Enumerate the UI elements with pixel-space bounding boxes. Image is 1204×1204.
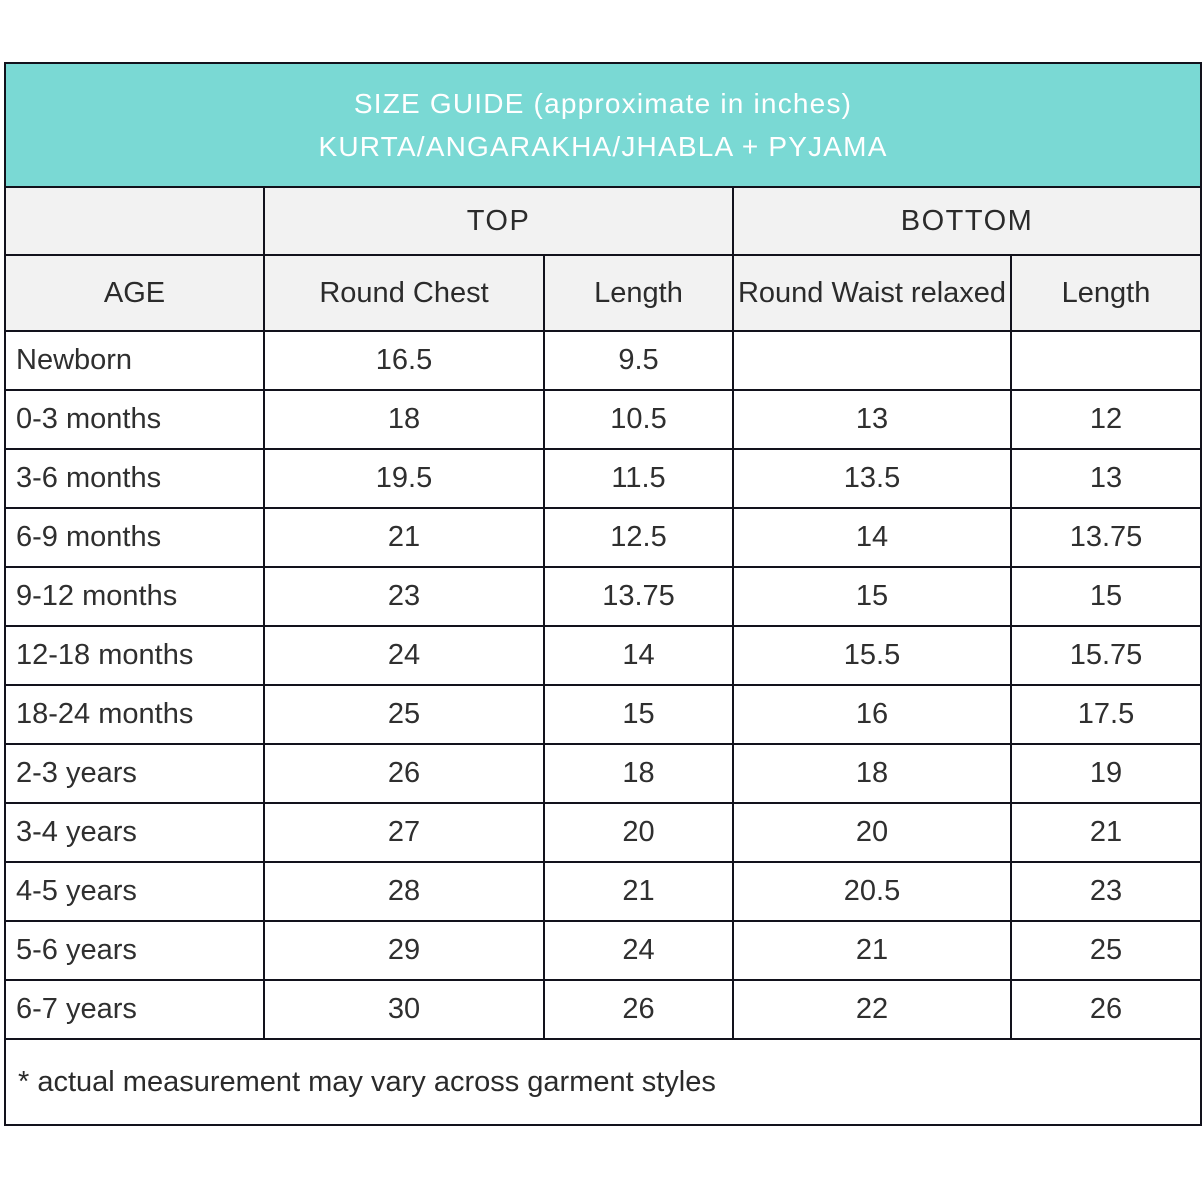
top-round-chest-cell: 25 <box>263 684 545 745</box>
age-cell: 0-3 months <box>4 389 265 450</box>
bottom-round-waist-cell: 18 <box>732 743 1012 804</box>
top-length-cell: 13.75 <box>543 566 734 627</box>
top-length-cell: 26 <box>543 979 734 1040</box>
top-round-chest-cell: 24 <box>263 625 545 686</box>
bottom-length-cell: 13.75 <box>1009 507 1203 568</box>
top-length-cell: 15 <box>543 684 734 745</box>
age-cell: 6-9 months <box>4 507 265 568</box>
bottom-length-cell: 23 <box>1009 861 1203 922</box>
table-row: 9-12 months 23 13.75 15 15 <box>4 566 1203 627</box>
age-cell: 9-12 months <box>4 566 265 627</box>
table-row: 18-24 months 25 15 16 17.5 <box>4 684 1203 745</box>
age-cell: 2-3 years <box>4 743 265 804</box>
top-round-chest-cell: 23 <box>263 566 545 627</box>
top-length-cell: 12.5 <box>543 507 734 568</box>
column-header-top-length: Length <box>543 254 734 332</box>
bottom-round-waist-cell: 21 <box>732 920 1012 981</box>
table-row: 6-7 years 30 26 22 26 <box>4 979 1203 1040</box>
bottom-round-waist-cell: 14 <box>732 507 1012 568</box>
table-row: 0-3 months 18 10.5 13 12 <box>4 389 1203 450</box>
top-round-chest-cell: 18 <box>263 389 545 450</box>
bottom-length-cell: 15 <box>1009 566 1203 627</box>
bottom-length-cell: 19 <box>1009 743 1203 804</box>
age-cell: 6-7 years <box>4 979 265 1040</box>
bottom-length-cell: 12 <box>1009 389 1203 450</box>
table-row: 6-9 months 21 12.5 14 13.75 <box>4 507 1203 568</box>
top-round-chest-cell: 29 <box>263 920 545 981</box>
top-length-cell: 11.5 <box>543 448 734 509</box>
column-header-bottom-length: Length <box>1009 254 1203 332</box>
table-row: 3-4 years 27 20 20 21 <box>4 802 1203 863</box>
column-header-round-waist: Round Waist relaxed <box>732 254 1012 332</box>
top-length-cell: 24 <box>543 920 734 981</box>
bottom-length-cell: 15.75 <box>1009 625 1203 686</box>
top-round-chest-cell: 28 <box>263 861 545 922</box>
title-row: SIZE GUIDE (approximate in inches) KURTA… <box>3 62 1203 188</box>
top-round-chest-cell: 21 <box>263 507 545 568</box>
group-header-top: TOP <box>263 186 734 256</box>
bottom-length-cell: 21 <box>1009 802 1203 863</box>
bottom-round-waist-cell: 20 <box>732 802 1012 863</box>
bottom-round-waist-cell: 20.5 <box>732 861 1012 922</box>
top-length-cell: 10.5 <box>543 389 734 450</box>
age-cell: 12-18 months <box>4 625 265 686</box>
bottom-round-waist-cell <box>732 330 1012 391</box>
top-length-cell: 14 <box>543 625 734 686</box>
age-cell: 3-4 years <box>4 802 265 863</box>
column-header-round-chest: Round Chest <box>263 254 545 332</box>
table-row: Newborn 16.5 9.5 <box>4 330 1203 391</box>
footnote-text: * actual measurement may vary across gar… <box>3 1038 1203 1126</box>
age-cell: 3-6 months <box>4 448 265 509</box>
group-header-empty <box>4 186 265 256</box>
group-header-row: TOP BOTTOM <box>4 186 1203 256</box>
footnote-row: * actual measurement may vary across gar… <box>3 1038 1203 1126</box>
top-round-chest-cell: 30 <box>263 979 545 1040</box>
table-row: 5-6 years 29 24 21 25 <box>4 920 1203 981</box>
table-row: 2-3 years 26 18 18 19 <box>4 743 1203 804</box>
group-header-bottom: BOTTOM <box>731 186 1203 256</box>
table-row: 4-5 years 28 21 20.5 23 <box>4 861 1203 922</box>
bottom-length-cell: 13 <box>1009 448 1203 509</box>
top-length-cell: 20 <box>543 802 734 863</box>
column-header-row: AGE Round Chest Length Round Waist relax… <box>4 254 1203 332</box>
bottom-length-cell: 17.5 <box>1009 684 1203 745</box>
title-line-1: SIZE GUIDE (approximate in inches) <box>353 87 853 119</box>
top-round-chest-cell: 27 <box>263 802 545 863</box>
title-line-2: KURTA/ANGARAKHA/JHABLA + PYJAMA <box>318 131 888 162</box>
table-row: 3-6 months 19.5 11.5 13.5 13 <box>4 448 1203 509</box>
age-cell: 5-6 years <box>4 920 265 981</box>
bottom-length-cell: 26 <box>1009 979 1203 1040</box>
bottom-round-waist-cell: 13.5 <box>732 448 1012 509</box>
top-length-cell: 18 <box>543 743 734 804</box>
bottom-round-waist-cell: 22 <box>732 979 1012 1040</box>
age-cell: 4-5 years <box>4 861 265 922</box>
table-row: 12-18 months 24 14 15.5 15.75 <box>4 625 1203 686</box>
table-title: SIZE GUIDE (approximate in inches) KURTA… <box>3 62 1203 188</box>
age-cell: Newborn <box>4 330 265 391</box>
top-length-cell: 21 <box>543 861 734 922</box>
bottom-length-cell: 25 <box>1009 920 1203 981</box>
bottom-round-waist-cell: 15 <box>732 566 1012 627</box>
top-round-chest-cell: 26 <box>263 743 545 804</box>
top-length-cell: 9.5 <box>543 330 734 391</box>
age-cell: 18-24 months <box>4 684 265 745</box>
top-round-chest-cell: 16.5 <box>263 330 545 391</box>
size-guide-table: SIZE GUIDE (approximate in inches) KURTA… <box>3 62 1203 1126</box>
bottom-round-waist-cell: 16 <box>732 684 1012 745</box>
bottom-round-waist-cell: 13 <box>732 389 1012 450</box>
column-header-age: AGE <box>4 254 265 332</box>
top-round-chest-cell: 19.5 <box>263 448 545 509</box>
bottom-round-waist-cell: 15.5 <box>732 625 1012 686</box>
bottom-length-cell <box>1009 330 1203 391</box>
